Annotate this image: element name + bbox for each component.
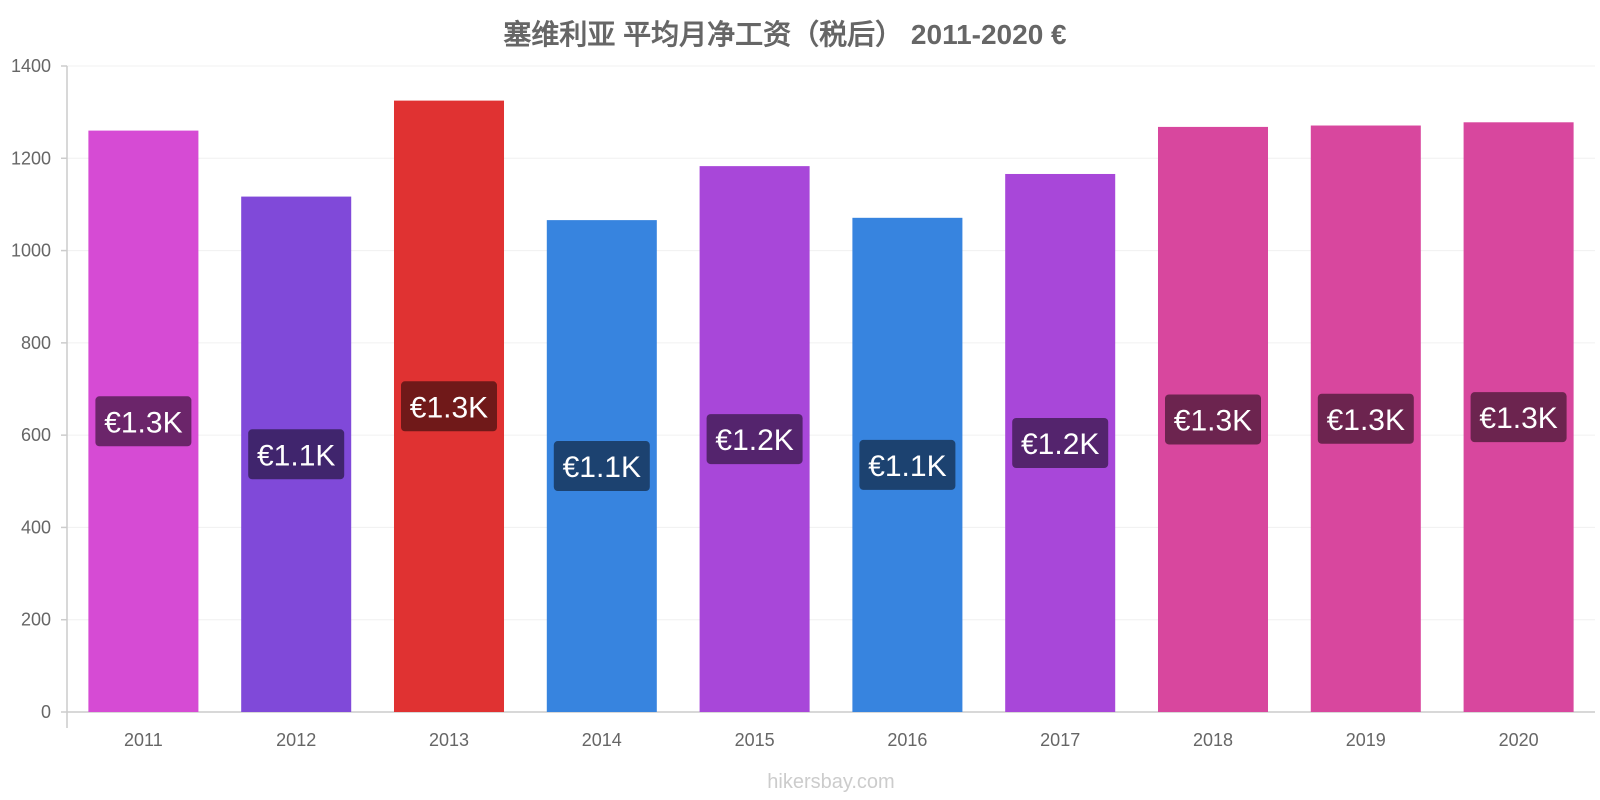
data-label-background <box>1012 417 1109 468</box>
data-label-background <box>1470 392 1567 443</box>
chart-title: 塞维利亚 平均月净工资（税后） 2011-2020 € <box>503 18 1067 50</box>
x-tick-label: 2011 <box>124 730 163 750</box>
x-tick-label: 2012 <box>276 730 316 750</box>
y-tick-label: 600 <box>21 425 51 445</box>
data-label: €1.3K <box>104 406 182 439</box>
y-tick-label: 400 <box>21 517 51 537</box>
data-label: €1.2K <box>1021 428 1099 461</box>
data-label: €1.1K <box>257 439 335 472</box>
data-label-background <box>401 381 497 432</box>
data-label: €1.3K <box>1174 404 1252 437</box>
data-label-background <box>1165 394 1261 445</box>
data-label: €1.3K <box>1327 404 1405 437</box>
y-tick-label: 1000 <box>11 241 51 261</box>
x-tick-label: 2020 <box>1499 730 1539 750</box>
data-label-background <box>859 439 956 490</box>
data-labels: €1.3K €1.1K €1.3K €1.1K €1.2K €1.1K €1.2K €1.3K… <box>95 381 1567 492</box>
data-label: €1.1K <box>868 450 946 483</box>
x-tick-label: 2017 <box>1040 730 1080 750</box>
x-tick-label: 2015 <box>735 730 775 750</box>
data-label-background <box>248 429 345 480</box>
y-tick-label: 800 <box>21 333 51 353</box>
data-label: €1.1K <box>563 451 641 484</box>
y-axis-ticks: 0 200 400 600 800 1000 1200 1400 <box>11 56 67 722</box>
x-tick-label: 2019 <box>1346 730 1386 750</box>
y-tick-label: 1200 <box>11 148 51 168</box>
data-label-background <box>95 396 192 447</box>
x-tick-label: 2014 <box>582 730 622 750</box>
y-tick-label: 200 <box>21 610 51 630</box>
x-axis-ticks: 2011 2012 2013 2014 2015 2016 2017 2018 2019 2020 <box>124 730 1539 750</box>
x-tick-label: 2016 <box>887 730 927 750</box>
x-tick-label: 2018 <box>1193 730 1233 750</box>
data-label-background <box>706 414 803 465</box>
data-label: €1.3K <box>410 391 488 424</box>
x-tick-label: 2013 <box>429 730 469 750</box>
y-tick-label: 1400 <box>11 56 51 76</box>
data-label: €1.3K <box>1479 402 1557 435</box>
data-label-background <box>553 441 650 492</box>
data-label: €1.2K <box>715 424 793 457</box>
data-label-background <box>1317 393 1414 444</box>
y-tick-label: 0 <box>41 702 51 722</box>
watermark: hikersbay.com <box>767 771 894 793</box>
